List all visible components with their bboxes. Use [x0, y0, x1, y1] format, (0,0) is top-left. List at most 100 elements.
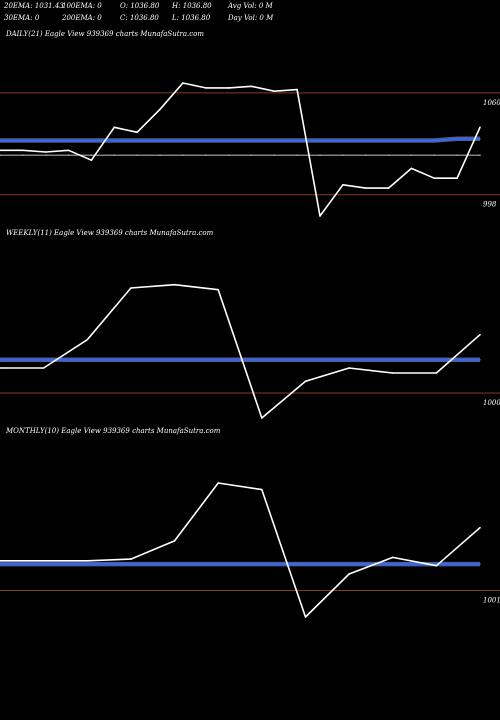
- daily-ema-blue-point-21: [479, 138, 481, 140]
- daily-ema-gray-point-18: [410, 154, 413, 156]
- daily-price-series-line: [0, 82, 481, 217]
- daily-ema-gray-point-11: [250, 154, 253, 156]
- weekly-ema-blue-point-2: [86, 358, 89, 361]
- daily-ema-blue-point-19: [433, 139, 436, 142]
- weekly-ema-blue-point-1: [42, 358, 45, 361]
- weekly-ema-blue-point-0: [0, 358, 1, 361]
- monthly-price-point-1: [42, 560, 45, 562]
- weekly-price-point-3: [130, 287, 132, 289]
- daily-ema-blue-point-2: [44, 139, 47, 142]
- daily-ema-gray-point-4: [90, 154, 93, 156]
- header-row-2: 30EMA: 0 200EMA: 0 C: 1036.80 L: 1036.80…: [4, 14, 274, 22]
- daily-ema-gray-point-9: [204, 154, 207, 156]
- daily-price-point-17: [387, 187, 390, 189]
- monthly-ema-blue-point-3: [130, 563, 132, 565]
- weekly-price-point-5: [217, 288, 219, 291]
- daily-ema-gray-point-1: [22, 154, 24, 156]
- daily-price-point-21: [479, 126, 481, 129]
- monthly-price-point-4: [173, 540, 176, 542]
- monthly-price-point-5: [217, 482, 219, 484]
- weekly-price-point-2: [86, 338, 89, 341]
- header-dayvol-label: Day Vol: 0 M: [227, 14, 274, 22]
- daily-price-point-19: [433, 177, 436, 179]
- header-ema200-label: 200EMA: 0: [61, 14, 102, 22]
- weekly-ema-blue-point-6: [261, 358, 263, 361]
- daily-ema-gray-point-14: [319, 154, 321, 156]
- daily-y-tick-label-1: 998: [483, 201, 497, 209]
- daily-ema-blue-point-12: [273, 139, 276, 142]
- daily-ema-blue-series-line: [0, 137, 480, 142]
- weekly-price-point-10: [435, 372, 438, 374]
- daily-ema-gray-point-6: [136, 154, 138, 156]
- weekly-y-tick-label-0: 1000: [483, 399, 500, 407]
- monthly-price-point-6: [261, 488, 263, 491]
- weekly-price-point-1: [42, 367, 45, 369]
- monthly-ema-blue-point-5: [217, 563, 219, 565]
- daily-price-point-16: [364, 187, 367, 189]
- monthly-ema-blue-point-1: [42, 563, 45, 565]
- daily-price-point-8: [182, 82, 184, 84]
- weekly-price-point-0: [0, 367, 1, 369]
- daily-ema-gray-point-12: [273, 154, 276, 156]
- daily-price-point-0: [0, 149, 1, 152]
- daily-ema-gray-point-19: [433, 154, 436, 156]
- weekly-price-point-6: [261, 417, 263, 419]
- weekly-ema-blue-point-5: [217, 358, 219, 361]
- daily-ema-blue-point-11: [250, 139, 253, 142]
- weekly-ema-blue-point-4: [173, 358, 176, 361]
- monthly-price-point-10: [435, 564, 438, 567]
- monthly-price-series-line: [0, 482, 481, 618]
- weekly-price-point-7: [304, 380, 307, 383]
- monthly-price-point-11: [479, 526, 481, 529]
- daily-ema-gray-point-10: [227, 154, 230, 156]
- weekly-ema-blue-point-7: [304, 358, 307, 361]
- header-ema20-label: 20EMA: 1031.43: [3, 2, 64, 10]
- daily-ema-blue-point-14: [319, 139, 321, 142]
- daily-ema-blue-point-7: [159, 139, 161, 142]
- monthly-ema-blue-point-7: [304, 563, 307, 565]
- daily-chart-title: DAILY(21) Eagle View 939369 charts Munaf…: [5, 30, 204, 38]
- daily-price-point-6: [136, 131, 138, 134]
- daily-ema-gray-point-2: [44, 154, 47, 156]
- monthly-price-point-9: [391, 556, 394, 559]
- header-close-label: C: 1036.80: [120, 14, 159, 22]
- daily-ema-gray-point-5: [113, 154, 116, 156]
- weekly-ema-blue-point-10: [435, 358, 438, 361]
- weekly-ema-blue-point-11: [479, 358, 481, 361]
- monthly-price-point-2: [86, 560, 89, 562]
- weekly-price-series-line: [0, 283, 481, 419]
- daily-ema-gray-point-17: [387, 154, 390, 156]
- daily-ema-blue-point-4: [90, 139, 93, 142]
- header-ema100-label: 100EMA: 0: [62, 2, 102, 10]
- daily-ema-gray-point-7: [159, 154, 161, 156]
- daily-ema-blue-point-1: [22, 139, 24, 142]
- daily-ema-blue-point-10: [227, 139, 230, 142]
- daily-price-point-11: [250, 85, 253, 88]
- monthly-price-point-3: [130, 558, 132, 560]
- monthly-chart-title: MONTHLY(10) Eagle View 939369 charts Mun…: [5, 427, 221, 435]
- header-high-label: H: 1036.80: [171, 2, 212, 10]
- daily-price-point-5: [113, 126, 116, 129]
- daily-ema-gray-point-8: [182, 154, 184, 156]
- weekly-ema-blue-point-9: [391, 358, 394, 361]
- weekly-ema-blue-point-3: [130, 358, 132, 361]
- daily-ema-blue-point-3: [67, 139, 70, 142]
- daily-ema-gray-point-21: [479, 154, 481, 156]
- weekly-ema-blue-point-8: [348, 358, 350, 361]
- daily-chart-panel: DAILY(21) Eagle View 939369 charts Munaf…: [0, 30, 500, 217]
- daily-y-tick-label-0: 1060: [483, 99, 500, 107]
- monthly-ema-blue-point-0: [0, 563, 1, 565]
- daily-ema-blue-point-16: [364, 139, 367, 142]
- daily-ema-blue-point-13: [296, 139, 298, 142]
- daily-ema-blue-point-6: [136, 139, 138, 142]
- daily-price-point-3: [67, 149, 70, 152]
- weekly-chart-title: WEEKLY(11) Eagle View 939369 charts Muna…: [6, 229, 214, 237]
- daily-ema-blue-point-17: [387, 139, 390, 142]
- monthly-price-point-7: [304, 616, 307, 618]
- daily-ema-blue-point-20: [456, 138, 458, 140]
- daily-ema-blue-point-8: [182, 139, 184, 142]
- monthly-ema-blue-point-11: [479, 563, 481, 565]
- daily-price-point-15: [342, 184, 344, 186]
- monthly-ema-blue-point-4: [173, 563, 176, 565]
